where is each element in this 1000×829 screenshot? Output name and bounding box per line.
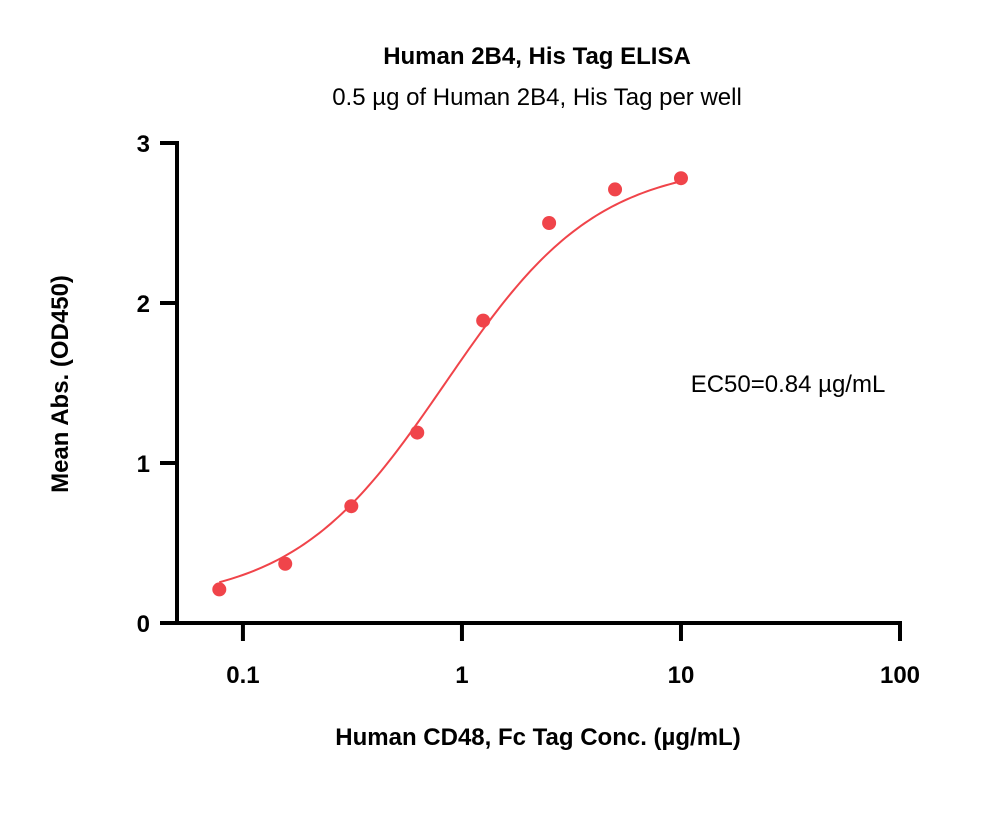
data-point [278,556,293,571]
y-tick-label: 3 [137,131,150,158]
chart-title: Human 2B4, His Tag ELISA [383,43,691,70]
x-tick-label: 1 [455,662,468,689]
data-point [476,313,491,328]
chart-subtitle: 0.5 µg of Human 2B4, His Tag per well [332,84,742,111]
y-tick-label: 2 [137,291,150,318]
fit-curve [219,180,682,584]
data-point [673,171,688,186]
x-axis-title: Human CD48, Fc Tag Conc. (µg/mL) [335,724,740,751]
data-point [344,499,359,514]
x-tick-label: 100 [880,662,920,689]
ec50-annotation: EC50=0.84 µg/mL [691,371,886,398]
data-point [410,425,425,440]
y-tick-label: 1 [137,451,150,478]
x-tick-label: 0.1 [226,662,259,689]
data-point [608,182,623,197]
data-points [212,171,688,597]
x-tick-label: 10 [668,662,695,689]
data-point [212,582,227,597]
x-axis-ticks: 0.1 1 10 100 [226,623,920,689]
y-axis-title: Mean Abs. (OD450) [47,275,74,493]
y-tick-label: 0 [137,611,150,638]
y-axis-ticks: 0 1 2 3 [137,131,177,638]
data-point [542,216,557,230]
